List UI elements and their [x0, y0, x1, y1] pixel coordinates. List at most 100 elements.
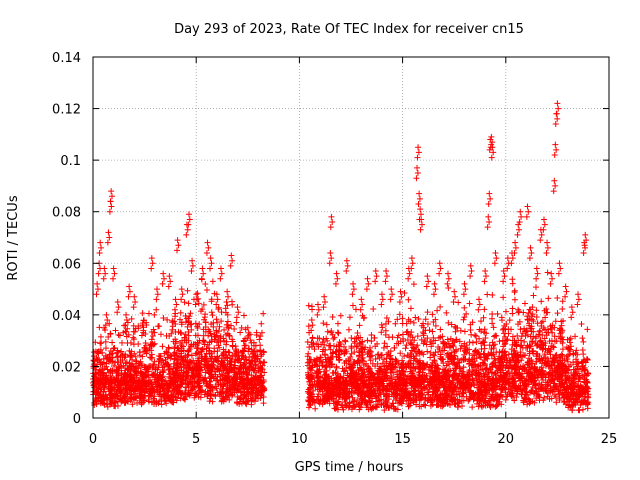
data-point: [209, 361, 216, 368]
data-point: [158, 359, 165, 366]
data-point: [218, 318, 225, 325]
data-point: [191, 390, 198, 397]
data-point: [114, 347, 121, 354]
data-point: [188, 372, 195, 379]
data-point: [193, 345, 200, 352]
data-point: [99, 375, 106, 382]
data-point: [174, 344, 181, 351]
data-point: [169, 323, 176, 330]
data-point: [189, 383, 196, 390]
data-point: [135, 325, 142, 332]
data-point: [99, 349, 106, 356]
data-point: [122, 353, 129, 360]
data-point: [206, 362, 213, 369]
data-point: [107, 385, 114, 392]
data-point: [109, 339, 116, 346]
data-point: [211, 331, 218, 338]
data-point: [214, 389, 221, 396]
data-point: [200, 337, 207, 344]
data-point: [98, 339, 105, 346]
data-point: [184, 369, 191, 376]
data-point: [111, 362, 118, 369]
data-point: [160, 314, 167, 321]
data-point: [124, 379, 131, 386]
data-point: [231, 326, 238, 333]
data-point: [139, 310, 146, 317]
data-point: [138, 393, 145, 400]
data-point: [220, 346, 227, 353]
data-point: [131, 368, 138, 375]
data-point: [222, 331, 229, 338]
data-point: [199, 355, 206, 362]
data-point: [114, 369, 121, 376]
data-point: [151, 378, 158, 385]
data-point: [161, 367, 168, 374]
data-point: [127, 353, 134, 360]
data-point: [133, 382, 140, 389]
data-point: [105, 334, 112, 341]
data-point: [178, 391, 185, 398]
data-point: [188, 366, 195, 373]
data-point: [206, 398, 213, 405]
data-point: [176, 367, 183, 374]
data-point: [145, 310, 152, 317]
data-point: [99, 393, 106, 400]
data-point: [168, 398, 175, 405]
data-point: [217, 333, 224, 340]
data-point: [115, 364, 122, 371]
data-point: [124, 373, 131, 380]
data-point: [226, 332, 233, 339]
data-point: [129, 401, 136, 408]
data-point: [196, 384, 203, 391]
data-point: [214, 365, 221, 372]
data-point: [206, 347, 213, 354]
data-point: [102, 338, 109, 345]
data-point: [217, 338, 224, 345]
data-point: [172, 313, 179, 320]
data-point: [219, 373, 226, 380]
data-point: [184, 287, 191, 294]
data-point: [177, 381, 184, 388]
data-point: [214, 373, 221, 380]
data-point: [151, 370, 158, 377]
data-point: [177, 309, 184, 316]
data-point: [92, 348, 99, 355]
data-point: [199, 387, 206, 394]
data-point: [102, 327, 109, 334]
data-point: [104, 366, 111, 373]
data-points: [90, 100, 592, 414]
data-point: [134, 399, 141, 406]
data-point: [118, 339, 125, 346]
data-point: [127, 371, 134, 378]
data-point: [157, 388, 164, 395]
data-point: [181, 299, 188, 306]
data-point: [126, 360, 133, 367]
data-point: [223, 341, 230, 348]
data-point: [150, 361, 157, 368]
data-point: [224, 361, 231, 368]
data-point: [229, 301, 236, 308]
data-point: [133, 372, 140, 379]
data-point: [167, 377, 174, 384]
data-point: [184, 374, 191, 381]
data-point: [168, 353, 175, 360]
data-point: [159, 368, 166, 375]
data-point: [199, 346, 206, 353]
data-point: [205, 383, 212, 390]
data-point: [98, 386, 105, 393]
data-point: [151, 329, 158, 336]
data-point: [181, 354, 188, 361]
data-point: [98, 359, 105, 366]
data-point: [225, 372, 232, 379]
data-point: [159, 343, 166, 350]
data-point: [200, 377, 207, 384]
data-point: [107, 331, 114, 338]
data-point: [184, 352, 191, 359]
data-point: [193, 370, 200, 377]
data-point: [184, 380, 191, 387]
data-point: [141, 388, 148, 395]
data-point: [208, 298, 215, 305]
data-point: [220, 381, 227, 388]
data-point: [165, 351, 172, 358]
